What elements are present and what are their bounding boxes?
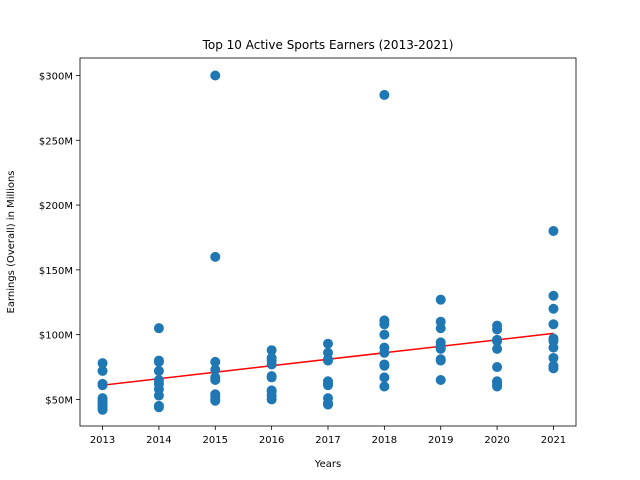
data-point (210, 375, 221, 385)
y-tick-label: $50M (45, 395, 73, 406)
chart-title: Top 10 Active Sports Earners (2013-2021) (202, 38, 454, 52)
x-tick-label: 2016 (259, 435, 284, 446)
data-point (548, 319, 559, 330)
data-point (210, 395, 221, 406)
data-point (266, 359, 277, 370)
x-tick-label: 2021 (541, 435, 566, 446)
data-point (97, 404, 108, 415)
data-point (435, 343, 446, 354)
data-point (266, 372, 277, 383)
data-point (266, 394, 277, 405)
data-point (548, 225, 559, 236)
data-point (379, 360, 390, 371)
data-point (97, 380, 108, 391)
y-tick-label: $150M (39, 266, 73, 277)
y-tick-label: $200M (39, 201, 73, 212)
data-point (210, 356, 221, 367)
x-tick-label: 2014 (146, 435, 171, 446)
data-point (492, 324, 503, 335)
data-point (492, 343, 503, 354)
data-point (548, 363, 559, 374)
data-point (435, 294, 446, 305)
data-point (210, 251, 221, 262)
x-tick-label: 2017 (315, 435, 340, 446)
data-point (435, 355, 446, 366)
y-tick-label: $250M (39, 136, 73, 147)
y-tick-label: $100M (39, 331, 73, 342)
data-point (210, 70, 221, 81)
data-point (323, 399, 333, 410)
x-tick-label: 2013 (90, 435, 115, 446)
data-point (323, 380, 333, 391)
x-tick-label: 2020 (484, 435, 509, 446)
data-point (379, 347, 390, 358)
data-point (97, 365, 108, 376)
data-point (492, 336, 503, 347)
plot-area: 2013 2014 2015 2016 2017 2018 2019 2020 2021 $50M… (39, 57, 577, 446)
data-point (492, 381, 503, 392)
x-tick-label: 2015 (203, 435, 228, 446)
data-point (153, 390, 164, 401)
data-point (379, 89, 390, 100)
data-point (379, 319, 390, 330)
data-point (153, 365, 164, 376)
x-axis-label: Years (314, 459, 341, 470)
data-point (97, 358, 108, 369)
data-point (379, 329, 390, 340)
data-point (435, 323, 446, 334)
y-axis-label: Earnings (Overall) in Millions (6, 171, 17, 314)
data-point (153, 323, 164, 334)
x-tick-label: 2019 (428, 435, 453, 446)
data-point (266, 345, 277, 356)
data-point (379, 372, 390, 383)
data-point (153, 402, 164, 413)
data-point (548, 342, 559, 353)
data-point (153, 356, 164, 367)
y-tick-label: $300M (39, 71, 73, 82)
data-point (548, 303, 559, 314)
x-tick-label: 2018 (372, 435, 397, 446)
data-point (548, 290, 559, 301)
data-point (548, 352, 559, 363)
data-point (210, 364, 221, 375)
data-point (492, 362, 503, 373)
data-point (435, 375, 446, 385)
data-point (323, 338, 333, 349)
data-point (323, 355, 333, 366)
data-point (379, 381, 390, 392)
